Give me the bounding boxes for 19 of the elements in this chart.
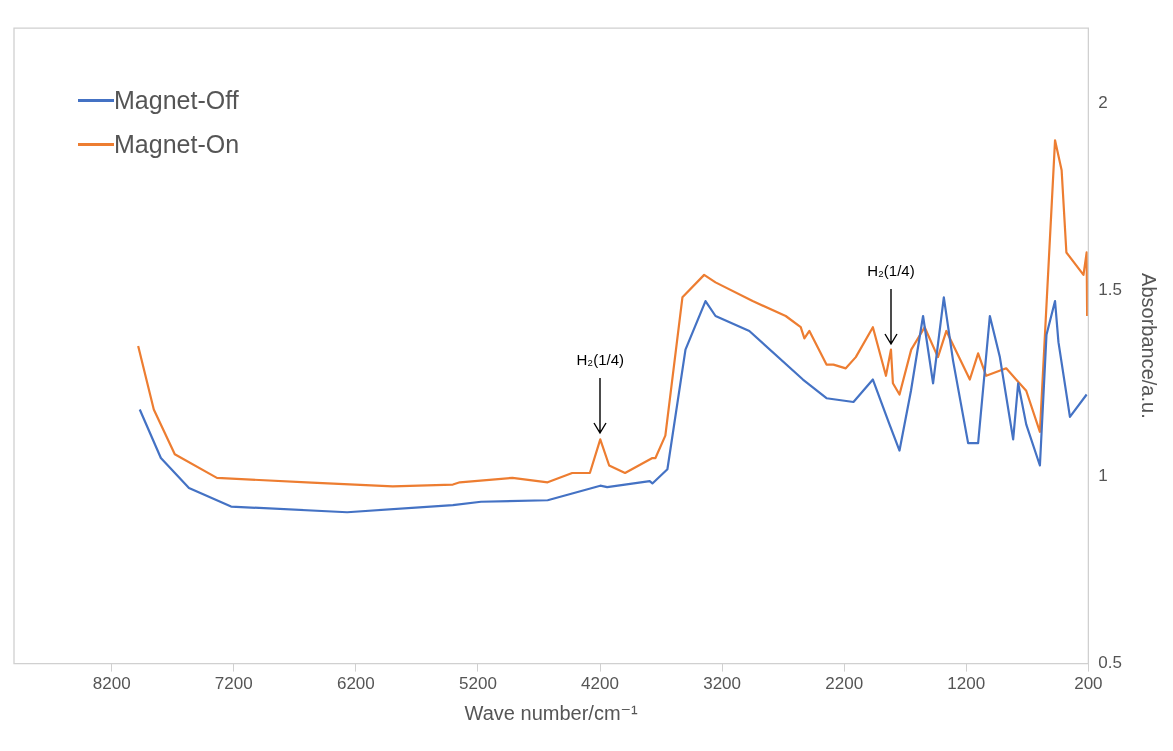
x-tick-label: 6200 bbox=[336, 674, 375, 694]
x-tick-label: 4200 bbox=[581, 674, 619, 694]
legend-label: Magnet-On bbox=[114, 129, 240, 160]
y-tick-label: 0.5 bbox=[1098, 653, 1123, 673]
x-tick-label: 2200 bbox=[825, 674, 864, 694]
y-axis-title: Absorbance/a.u. bbox=[1138, 273, 1161, 419]
x-tick-label: 1200 bbox=[947, 674, 986, 694]
y-tick-label: 2 bbox=[1098, 92, 1108, 112]
x-tick-label: 200 bbox=[1074, 674, 1103, 694]
x-tick-label: 5200 bbox=[459, 674, 497, 694]
x-tick-label: 3200 bbox=[703, 674, 742, 694]
annotation: H₂(1/4) bbox=[866, 261, 916, 280]
annotation: H₂(1/4) bbox=[575, 351, 625, 370]
x-tick-label: 8200 bbox=[92, 674, 131, 694]
x-tick-label: 7200 bbox=[214, 674, 253, 694]
legend-label: Magnet-Off bbox=[114, 85, 239, 116]
y-tick-label: 1 bbox=[1098, 466, 1108, 486]
x-axis-title: Wave number/cm⁻¹ bbox=[464, 701, 639, 724]
y-tick-label: 1.5 bbox=[1098, 279, 1123, 299]
